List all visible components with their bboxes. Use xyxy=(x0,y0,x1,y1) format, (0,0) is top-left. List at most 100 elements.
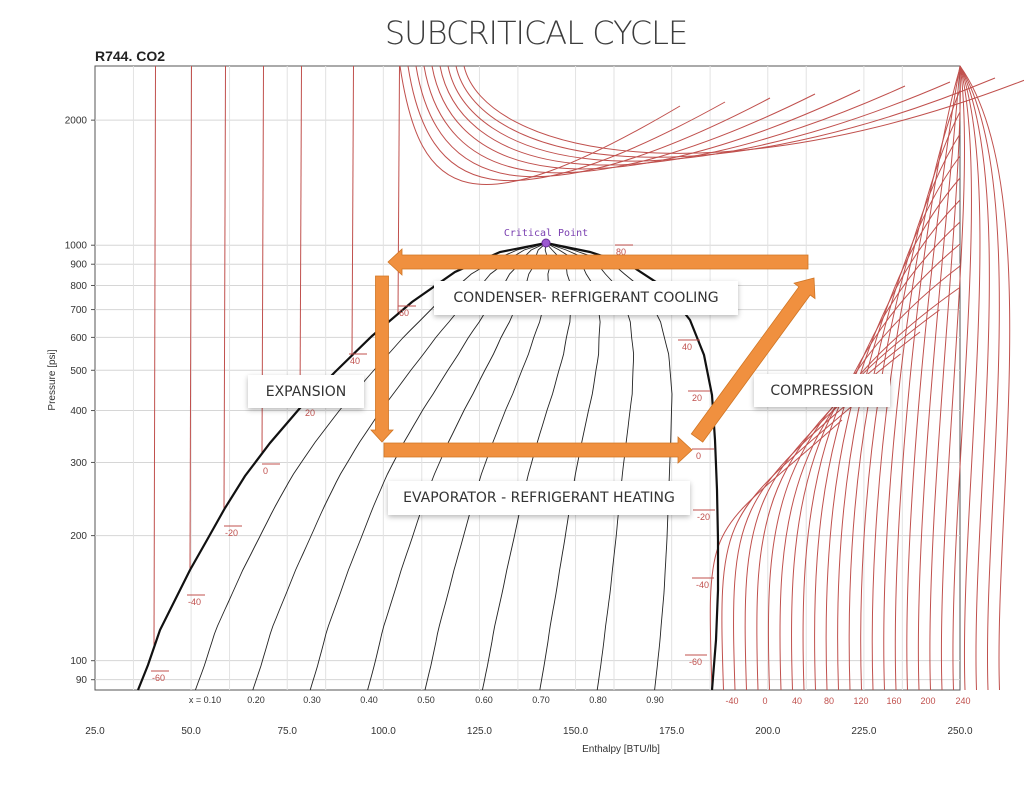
liquid-temp-label: 40 xyxy=(350,356,360,366)
superheat-temp-label: 120 xyxy=(853,696,868,706)
y-tick-label: 300 xyxy=(70,458,87,469)
liquid-temp-label: 0 xyxy=(263,466,268,476)
liquid-isotherm xyxy=(153,65,156,648)
x-tick-label: 200.0 xyxy=(755,726,780,737)
quality-lines: x = 0.10 0.20 0.30 0.40 0.50 0.60 0.70 0.80 0.90 xyxy=(189,242,673,705)
compression-label: COMPRESSION xyxy=(754,374,890,407)
supercritical-isotherm xyxy=(423,65,816,174)
quality-line xyxy=(424,242,551,691)
y-tick-label: 90 xyxy=(76,675,88,686)
quality-line xyxy=(309,242,547,691)
quality-label: 0.60 xyxy=(475,695,493,705)
vapor-isotherm xyxy=(952,65,972,691)
quality-label: x = 0.10 xyxy=(189,695,221,705)
liquid-isotherm xyxy=(223,65,226,510)
supercritical-isotherm xyxy=(439,65,906,166)
supercritical-isotherm xyxy=(455,65,996,158)
quality-line xyxy=(252,242,547,691)
superheat-temp-label: 40 xyxy=(792,696,802,706)
vapor-isotherm xyxy=(906,65,961,691)
evaporator-arrow xyxy=(383,436,693,464)
compression-arrow xyxy=(690,277,816,443)
vapor-isotherm xyxy=(940,65,965,691)
vapor-isotherm xyxy=(959,65,990,691)
liquid-isotherm xyxy=(397,65,400,314)
quality-line xyxy=(539,242,601,691)
y-tick-label: 100 xyxy=(70,656,87,667)
liquid-temp-label: 60 xyxy=(399,308,409,318)
superheat-temp-label: 0 xyxy=(762,696,767,706)
liquid-temp-label: 80 xyxy=(616,247,626,257)
page-title: SUBCRITICAL CYCLE xyxy=(384,14,688,52)
liquid-temp-label: 20 xyxy=(305,408,315,418)
liquid-temp-label: -20 xyxy=(225,528,238,538)
supercritical-isotherm xyxy=(415,65,771,178)
vapor-isotherm xyxy=(709,419,843,691)
vapor-isotherm xyxy=(929,65,961,691)
x-tick-label: 250.0 xyxy=(947,726,972,737)
x-tick-label: 100.0 xyxy=(371,726,396,737)
x-axis-label: Enthalpy [BTU/lb] xyxy=(582,744,660,755)
vapor-isotherm xyxy=(779,287,960,691)
vapor-isotherm xyxy=(959,65,981,691)
x-tick-label: 175.0 xyxy=(659,726,684,737)
vapor-isotherm xyxy=(883,89,961,691)
liquid-saturation-line xyxy=(136,241,547,691)
vapor-isotherm xyxy=(871,111,961,691)
vapor-isotherm xyxy=(894,67,961,691)
quality-label: 0.40 xyxy=(360,695,378,705)
condenser-arrow xyxy=(387,248,809,276)
y-tick-label: 900 xyxy=(70,260,87,271)
quality-line xyxy=(367,242,547,691)
liquid-temp-label: -40 xyxy=(188,597,201,607)
liquid-isotherm xyxy=(189,65,192,571)
superheat-temp-label: 160 xyxy=(886,696,901,706)
vapor-temp-label: -40 xyxy=(696,580,709,590)
quality-label: 0.20 xyxy=(247,695,265,705)
supercritical-isotherm xyxy=(407,65,726,181)
vapor-isotherm xyxy=(825,199,961,691)
quality-line xyxy=(545,242,635,691)
quality-label: 0.30 xyxy=(303,695,321,705)
critical-point-label: Critical Point xyxy=(504,228,588,239)
expansion-arrow xyxy=(370,275,394,443)
quality-line xyxy=(194,242,547,691)
cycle-arrows xyxy=(370,248,816,464)
superheat-temp-label: 80 xyxy=(824,696,834,706)
vapor-temp-label: 0 xyxy=(696,451,701,461)
vapor-isotherm xyxy=(917,65,961,691)
liquid-isotherm xyxy=(351,65,354,356)
quality-label: 0.90 xyxy=(646,695,664,705)
x-tick-label: 225.0 xyxy=(851,726,876,737)
vapor-isotherm xyxy=(814,221,961,691)
y-tick-label: 700 xyxy=(70,305,87,316)
y-tick-label: 2000 xyxy=(65,116,88,127)
expansion-label: EXPANSION xyxy=(248,375,364,408)
superheat-temp-label: 240 xyxy=(955,696,970,706)
supercritical-isotherm xyxy=(431,65,861,170)
quality-label: 0.80 xyxy=(589,695,607,705)
x-tick-label: 150.0 xyxy=(563,726,588,737)
vapor-temp-label: 40 xyxy=(682,342,692,352)
y-tick-label: 500 xyxy=(70,366,87,377)
supercritical-isotherm xyxy=(447,65,951,162)
refrigerant-title: R744. CO2 xyxy=(95,48,166,64)
isotherm-lines xyxy=(153,65,1024,691)
condenser-label: CONDENSER- REFRIGERANT COOLING xyxy=(434,281,738,315)
superheat-temp-label: 200 xyxy=(920,696,935,706)
quality-line xyxy=(545,242,673,691)
quality-line xyxy=(481,242,573,691)
vapor-isotherm xyxy=(767,309,940,691)
quality-label: 0.70 xyxy=(532,695,550,705)
y-axis-label: Pressure [psi] xyxy=(47,349,58,410)
x-tick-label: 75.0 xyxy=(277,726,297,737)
critical-point-group: Critical Point xyxy=(504,228,588,248)
vapor-temp-label: -60 xyxy=(689,657,702,667)
y-tick-label: 200 xyxy=(70,531,87,542)
y-tick-label: 1000 xyxy=(65,241,88,252)
vapor-isotherm xyxy=(791,265,961,691)
liquid-isotherm xyxy=(299,65,302,409)
vapor-isotherm xyxy=(959,65,1011,691)
